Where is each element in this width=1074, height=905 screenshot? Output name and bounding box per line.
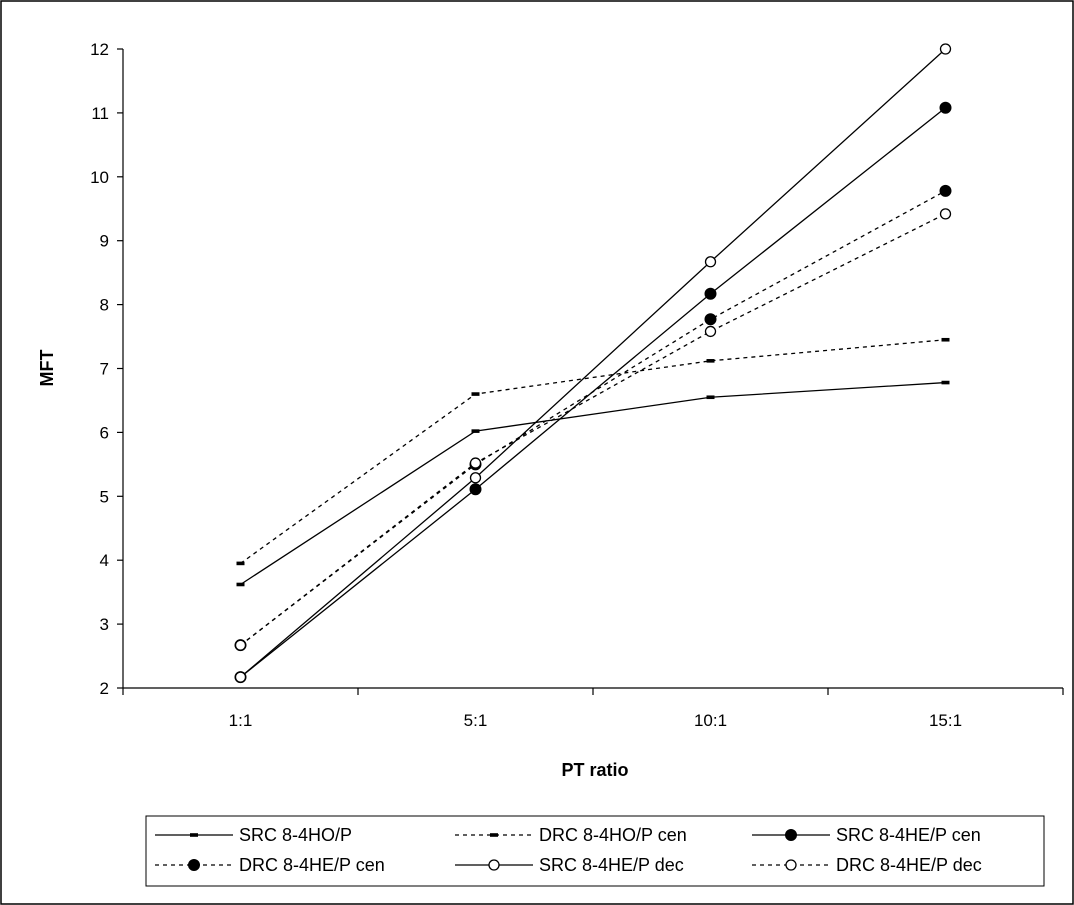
y-tick-label: 2 bbox=[100, 679, 109, 698]
data-point bbox=[939, 101, 952, 114]
legend-marker bbox=[785, 859, 797, 871]
legend-label: DRC 8-4HO/P cen bbox=[539, 825, 687, 845]
series-line bbox=[240, 48, 946, 678]
legend-marker bbox=[190, 833, 198, 837]
y-tick-label: 9 bbox=[100, 232, 109, 251]
legend-entry-drc-8-4he-p-dec: DRC 8-4HE/P dec bbox=[752, 855, 982, 875]
y-tick-label: 7 bbox=[100, 360, 109, 379]
series-layer bbox=[234, 43, 952, 684]
data-point bbox=[941, 337, 950, 342]
y-tick-label: 6 bbox=[100, 423, 109, 442]
data-point bbox=[236, 561, 245, 566]
series-src-8-4he-p-dec bbox=[234, 43, 952, 683]
legend-box bbox=[145, 815, 1045, 887]
legend-entry-drc-8-4he-p-cen: DRC 8-4HE/P cen bbox=[155, 855, 385, 875]
y-tick-label: 4 bbox=[100, 551, 109, 570]
legend-marker bbox=[188, 859, 200, 871]
data-point bbox=[469, 472, 482, 484]
series-line bbox=[240, 339, 946, 564]
data-point bbox=[941, 380, 950, 385]
legend-marker bbox=[488, 859, 500, 871]
data-point bbox=[706, 395, 715, 400]
legend-entry-src-8-4he-p-dec: SRC 8-4HE/P dec bbox=[455, 855, 684, 875]
data-point bbox=[939, 184, 952, 197]
series-drc-8-4ho-p-cen bbox=[236, 337, 950, 566]
series-line bbox=[240, 381, 946, 586]
legend-label: SRC 8-4HE/P dec bbox=[539, 855, 684, 875]
legend-entry-drc-8-4ho-p-cen: DRC 8-4HO/P cen bbox=[455, 825, 687, 845]
data-point bbox=[704, 287, 717, 300]
legend-label: SRC 8-4HO/P bbox=[239, 825, 352, 845]
series-line bbox=[240, 190, 946, 646]
series-src-8-4ho-p bbox=[236, 380, 950, 587]
data-point bbox=[234, 671, 247, 683]
data-point bbox=[469, 483, 482, 496]
y-tick-label: 3 bbox=[100, 615, 109, 634]
y-tick-label: 10 bbox=[90, 168, 109, 187]
x-tick-label: 10:1 bbox=[694, 711, 727, 730]
y-tick-label: 12 bbox=[90, 40, 109, 59]
series-line bbox=[240, 213, 946, 646]
x-tick-label: 1:1 bbox=[229, 711, 253, 730]
axes-layer: 2 3 4 5 6 7 8 9 10 11 12 1:1 5:1 10:1 15:1 bbox=[90, 40, 1064, 730]
x-tick-label: 15:1 bbox=[929, 711, 962, 730]
data-point bbox=[469, 457, 482, 469]
data-point bbox=[704, 313, 717, 326]
data-point bbox=[704, 256, 717, 268]
legend-label: DRC 8-4HE/P dec bbox=[836, 855, 982, 875]
y-tick-label: 11 bbox=[91, 104, 109, 123]
series-drc-8-4he-p-dec bbox=[234, 208, 952, 651]
data-point bbox=[704, 325, 717, 338]
legend-entry-src-8-4he-p-cen: SRC 8-4HE/P cen bbox=[752, 825, 981, 845]
legend-label: DRC 8-4HE/P cen bbox=[239, 855, 385, 875]
data-point bbox=[471, 429, 480, 433]
legend-marker bbox=[490, 833, 498, 837]
x-axis-title: PT ratio bbox=[561, 760, 628, 780]
y-tick-label: 8 bbox=[100, 296, 109, 315]
data-point bbox=[236, 582, 245, 587]
x-tick-label: 5:1 bbox=[464, 711, 488, 730]
legend: SRC 8-4HO/P DRC 8-4HO/P cen SRC 8-4HE/P ce… bbox=[145, 815, 1045, 887]
data-point bbox=[471, 392, 480, 396]
data-point bbox=[939, 208, 952, 220]
data-point bbox=[706, 359, 715, 363]
data-point bbox=[939, 43, 952, 55]
legend-marker bbox=[785, 829, 797, 841]
legend-entry-src-8-4ho-p: SRC 8-4HO/P bbox=[155, 825, 352, 845]
legend-label: SRC 8-4HE/P cen bbox=[836, 825, 981, 845]
y-tick-label: 5 bbox=[100, 487, 109, 506]
y-axis-title: MFT bbox=[37, 350, 57, 387]
data-point bbox=[234, 639, 247, 651]
